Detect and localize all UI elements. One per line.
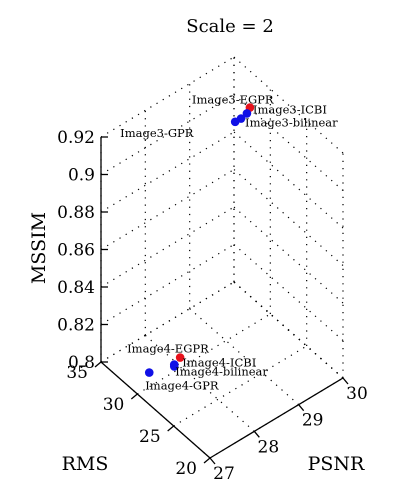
data-point xyxy=(242,109,252,118)
point-label: Image3-bilinear xyxy=(245,116,338,130)
chart-title: Scale = 2 xyxy=(186,16,274,37)
grid-line xyxy=(100,243,235,326)
data-point xyxy=(169,362,179,371)
x-tick-label: 29 xyxy=(302,411,324,431)
point-label: Image4-EGPR xyxy=(127,342,209,356)
y-tick-mark xyxy=(94,361,102,368)
data-point xyxy=(175,353,185,362)
data-point xyxy=(230,117,240,127)
x-tick-mark xyxy=(342,377,349,385)
z-tick-label: 0.84 xyxy=(57,278,95,298)
z-tick-label: 0.82 xyxy=(57,316,95,336)
x-tick-mark xyxy=(298,404,305,412)
grid-line xyxy=(233,244,344,341)
grid-line xyxy=(100,168,235,251)
point-label: Image4-bilinear xyxy=(175,364,268,378)
x-axis-label: PSNR xyxy=(308,453,365,475)
y-axis-label: RMS xyxy=(62,453,109,475)
data-points xyxy=(144,103,255,377)
y-tick-mark xyxy=(203,457,211,464)
z-tick-label: 0.86 xyxy=(57,241,95,261)
y-tick-mark xyxy=(167,425,175,432)
z-tick-label: 0.88 xyxy=(57,203,95,223)
y-tick-label: 30 xyxy=(103,395,125,415)
point-label: Image3-EGPR xyxy=(192,93,274,107)
point-label: Image4-GPR xyxy=(145,379,219,393)
grid-lines xyxy=(100,56,344,459)
axis-lines xyxy=(94,136,349,465)
grid-line xyxy=(233,94,344,191)
y-tick-mark xyxy=(130,393,138,400)
tick-labels: 27 28 29 30 20 25 30 350.8 0.82 0.84 0.86 0.88 0.9 0.… xyxy=(57,128,368,484)
x-tick-label: 28 xyxy=(258,437,280,457)
z-axis-label: MSSIM xyxy=(28,212,50,284)
grid-line xyxy=(233,169,344,266)
grid-line xyxy=(144,334,255,432)
z-tick-label: 0.8 xyxy=(68,353,95,373)
z-tick-label: 0.92 xyxy=(57,128,95,148)
grid-line xyxy=(233,206,344,304)
point-label: Image3-GPR xyxy=(120,126,194,140)
grid-line xyxy=(233,56,344,154)
point-label: Image3-ICBI xyxy=(253,102,327,116)
y-tick-label: 25 xyxy=(139,427,161,447)
x-tick-mark xyxy=(209,457,216,465)
y-tick-label: 20 xyxy=(175,459,197,479)
grid-line xyxy=(100,131,235,213)
data-point xyxy=(144,368,154,377)
x-tick-label: 27 xyxy=(213,464,235,484)
y-tick-label: 35 xyxy=(66,363,88,383)
x-axis-line xyxy=(209,377,344,459)
y-axis-line xyxy=(100,361,211,459)
grid-line xyxy=(233,131,344,229)
grid-line xyxy=(100,206,235,288)
grid-line xyxy=(189,308,300,406)
z-tick-label: 0.9 xyxy=(68,166,95,186)
point-label: Image4-ICBI xyxy=(182,356,256,370)
x-tick-label: 30 xyxy=(346,384,368,404)
x-tick-mark xyxy=(253,430,260,438)
grid-line xyxy=(233,281,344,379)
